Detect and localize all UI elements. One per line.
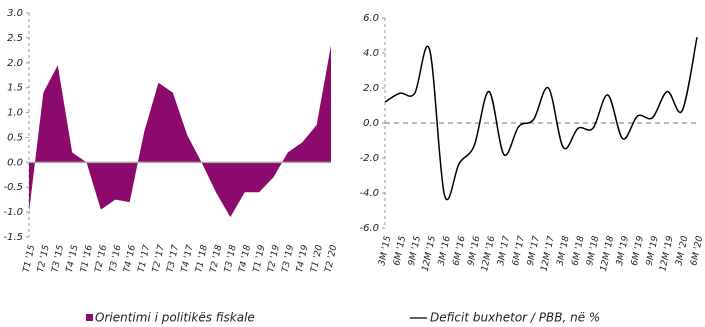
x-tick-label: T4 '16 (122, 244, 138, 274)
y-tick-label: -6.0 (359, 223, 379, 234)
x-tick-label: T2 '19 (266, 244, 282, 274)
y-tick-label: 2.0 (7, 58, 23, 69)
x-tick-label: 6M '16 (452, 235, 468, 267)
x-tick-label: 3M '18 (556, 235, 572, 267)
x-tick-label: 3M '19 (615, 235, 631, 267)
x-tick-label: T2 '16 (94, 244, 110, 274)
y-tick-label: -1.5 (3, 232, 23, 243)
x-tick-label: 12M '17 (540, 235, 557, 273)
y-tick-label: 4.0 (363, 48, 379, 59)
y-tick-label: 1.0 (7, 108, 23, 119)
x-tick-label: 9M '19 (645, 235, 661, 267)
x-tick-label: 9M '15 (407, 235, 423, 267)
y-tick-label: 3.0 (7, 8, 23, 19)
x-tick-label: T2 '15 (36, 244, 52, 274)
legend-label: Orientimi i politikës fiskale (95, 311, 255, 325)
area (29, 45, 331, 218)
y-tick-label: 1.5 (7, 83, 23, 94)
x-tick-label: T2 '20 (324, 244, 340, 274)
legend-label: Deficit buxhetor / PBB, në % (430, 311, 600, 325)
x-tick-label: 6M '17 (511, 235, 527, 267)
x-tick-label: T1 '19 (252, 244, 268, 274)
x-tick-label: T4 '15 (65, 244, 81, 274)
line (384, 37, 698, 201)
y-tick-label: 2.5 (7, 33, 23, 44)
x-tick-label: 9M '16 (466, 235, 482, 267)
y-tick-label: -2.0 (359, 153, 379, 164)
x-tick-label: T2 '17 (151, 244, 167, 274)
x-tick-label: T3 '19 (281, 244, 297, 274)
x-tick-label: 9M '17 (526, 235, 542, 267)
y-tick-label: -4.0 (359, 188, 379, 199)
y-tick-label: -0.5 (3, 182, 23, 193)
x-tick-label: T4 '19 (295, 244, 311, 274)
x-tick-label: T1 '17 (137, 244, 153, 274)
x-tick-label: 6M '19 (630, 235, 646, 267)
y-tick-label: 0.5 (7, 132, 23, 143)
x-tick-label: T1 '18 (194, 244, 210, 274)
x-tick-label: 12M '18 (599, 235, 616, 273)
x-tick-label: 12M '15 (421, 235, 438, 273)
legend-swatch (86, 314, 93, 321)
y-tick-label: 0.0 (7, 157, 23, 168)
y-tick-label: 0.0 (363, 118, 379, 129)
x-tick-label: 6M '18 (570, 235, 586, 267)
y-tick-label: -1.0 (3, 207, 23, 218)
x-tick-label: T2 '18 (209, 244, 225, 274)
x-tick-label: 6M '15 (392, 235, 408, 267)
x-tick-label: T4 '18 (237, 244, 253, 274)
x-tick-label: T3 '18 (223, 244, 239, 274)
x-tick-label: 3M '16 (437, 235, 453, 267)
x-tick-label: 9M '18 (585, 235, 601, 267)
x-tick-label: 3M '17 (496, 235, 512, 267)
x-tick-label: T1 '15 (22, 244, 38, 274)
x-tick-label: T3 '16 (108, 244, 124, 274)
x-tick-label: 12M '16 (480, 235, 497, 273)
y-tick-label: 2.0 (363, 83, 379, 94)
x-tick-label: T1 '20 (309, 244, 325, 274)
y-tick-label: 6.0 (363, 13, 379, 24)
x-tick-label: T3 '15 (51, 244, 67, 274)
x-tick-label: 6M '20 (689, 235, 705, 267)
x-tick-label: 12M '19 (658, 235, 675, 273)
x-tick-label: T3 '17 (166, 244, 182, 274)
x-tick-label: T1 '16 (79, 244, 95, 274)
x-tick-label: 3M '20 (674, 235, 690, 267)
x-tick-label: 3M '15 (377, 235, 393, 267)
x-tick-label: T4 '17 (180, 244, 196, 274)
